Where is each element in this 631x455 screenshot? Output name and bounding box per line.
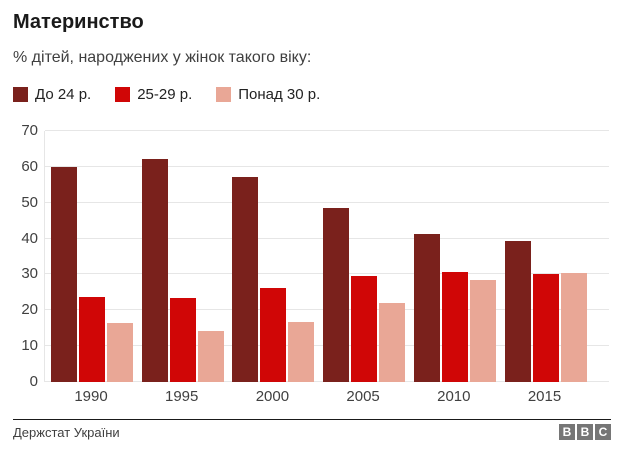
legend-item-2: Понад 30 р. (216, 86, 320, 103)
y-tick-label-60: 60 (21, 157, 38, 175)
bar-2015-series-2 (560, 273, 587, 382)
bar-2005-series-0 (323, 208, 350, 382)
source-label: Держстат України (13, 425, 120, 440)
bar-2000-series-0 (232, 176, 259, 382)
legend-swatch-2 (216, 87, 232, 102)
bbc-logo-letter-0: B (559, 424, 575, 440)
x-tick-label-2005: 2005 (346, 388, 380, 405)
bar-2000-series-1 (260, 288, 287, 382)
bar-2010-series-0 (413, 233, 440, 382)
y-tick-label-70: 70 (21, 122, 38, 139)
x-axis: 1990 1995 2000 2005 2010 2015 (44, 388, 608, 406)
bar-1995-series-2 (197, 331, 224, 382)
bar-2010-series-1 (441, 271, 468, 382)
bar-2015-series-1 (532, 273, 559, 382)
x-tick-label-2000: 2000 (255, 388, 290, 405)
bar-1990-series-0 (51, 167, 77, 382)
legend-item-0: До 24 р. (13, 86, 91, 103)
bar-group-2010 (413, 131, 496, 382)
bbc-logo-letter-1: B (577, 424, 593, 440)
legend-swatch-1 (115, 87, 131, 102)
y-tick-label-40: 40 (21, 229, 38, 247)
bar-1990-series-1 (79, 296, 105, 382)
x-tick-label-1995: 1995 (165, 388, 199, 405)
bar-2000-series-2 (288, 321, 315, 382)
y-tick-label-20: 20 (21, 301, 38, 319)
legend-label-1: 25-29 р. (137, 86, 193, 103)
bar-1995-series-0 (141, 158, 168, 382)
bar-2005-series-1 (351, 275, 378, 382)
bar-group-1990 (51, 131, 133, 382)
legend-item-1: 25-29 р. (115, 86, 192, 103)
x-tick-label-2010: 2010 (437, 388, 471, 405)
bar-group-2015 (504, 131, 587, 382)
y-axis: 0 10 20 30 40 50 60 70 (0, 122, 38, 390)
gridline-50 (45, 201, 609, 203)
bar-group-2005 (323, 131, 406, 382)
gridline-60 (45, 165, 609, 167)
y-tick-label-30: 30 (21, 265, 38, 283)
bar-group-1995 (141, 131, 224, 382)
legend: До 24 р. 25-29 р. Понад 30 р. (13, 86, 320, 103)
gridline-70 (45, 130, 609, 131)
y-tick-label-0: 0 (29, 373, 38, 390)
y-tick-label-50: 50 (21, 193, 38, 211)
bar-1990-series-2 (107, 323, 133, 382)
legend-swatch-0 (13, 87, 28, 102)
chart-subtitle: % дітей, народжених у жінок такого віку: (13, 49, 312, 66)
bar-2010-series-2 (469, 280, 496, 382)
legend-label-0: До 24 р. (35, 86, 92, 103)
bar-2015-series-0 (504, 240, 531, 382)
bar-2005-series-2 (379, 303, 406, 382)
y-tick-label-10: 10 (21, 337, 38, 355)
legend-label-2: Понад 30 р. (238, 86, 321, 103)
footer-divider (13, 419, 611, 420)
x-tick-label-2015: 2015 (527, 388, 562, 405)
x-tick-label-1990: 1990 (74, 388, 108, 405)
bbc-logo-letter-2: C (595, 424, 611, 440)
plot-area (44, 130, 609, 382)
bar-1995-series-1 (169, 297, 196, 382)
chart-title: Материнство (13, 11, 144, 33)
bar-group-2000 (232, 131, 315, 382)
